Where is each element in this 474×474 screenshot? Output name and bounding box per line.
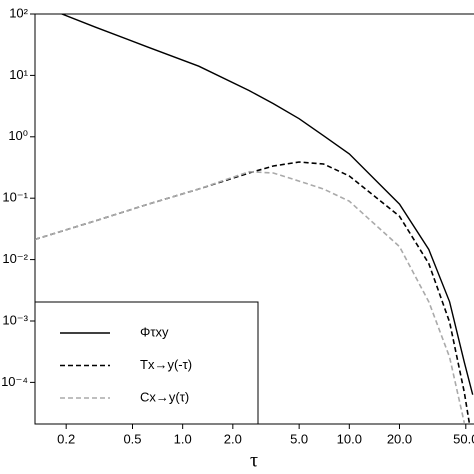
x-tick-label: 1.0	[174, 431, 192, 446]
y-tick-label: 10⁻⁴	[1, 374, 28, 389]
legend: Φτxy Tx→y(-τ) Cx→y(τ)	[34, 301, 259, 425]
plot-area	[35, 14, 474, 424]
y-tick-label: 10⁻¹	[2, 190, 28, 205]
y-tick-label: 10²	[9, 5, 28, 20]
y-tick-label: 10⁻²	[2, 251, 28, 266]
x-tick-label: 0.2	[57, 431, 75, 446]
y-tick-label: 10⁻³	[2, 312, 28, 327]
x-tick-label: 10.0	[337, 431, 362, 446]
y-tick-label: 10¹	[9, 67, 28, 82]
legend-label: Tx→y(-τ)	[140, 357, 192, 372]
legend-box	[34, 301, 259, 425]
x-tick-label: 2.0	[224, 431, 242, 446]
series-line	[35, 161, 471, 424]
legend-label: Cx→y(τ)	[140, 389, 189, 404]
x-axis-label: τ	[250, 450, 258, 472]
x-tick-label: 50.0	[453, 431, 474, 446]
y-tick-label: 10⁰	[8, 128, 28, 143]
series-line	[60, 14, 474, 395]
x-tick-label: 0.5	[123, 431, 141, 446]
legend-label: Φτxy	[140, 324, 169, 339]
series-line	[35, 170, 466, 423]
x-tick-label: 20.0	[387, 431, 412, 446]
x-tick-label: 5.0	[290, 431, 308, 446]
